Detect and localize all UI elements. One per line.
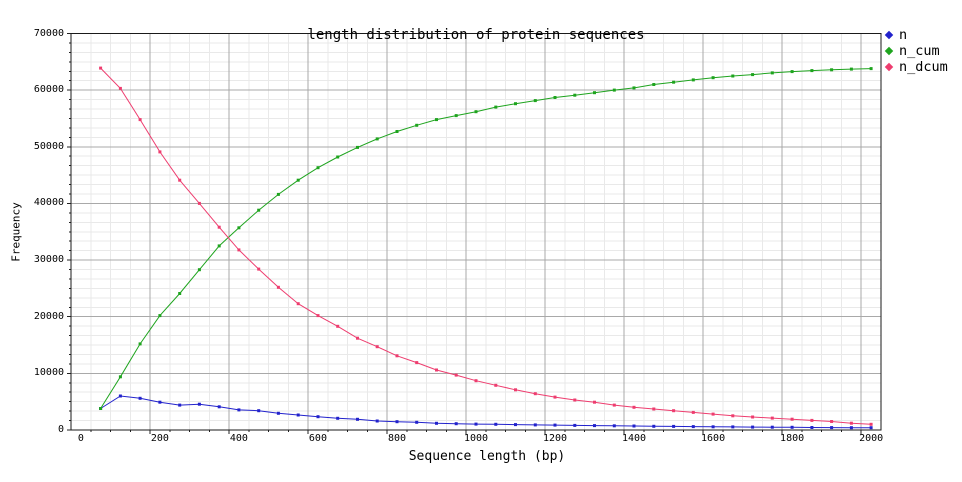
- x-axis-label: Sequence length (bp): [408, 449, 566, 464]
- legend: n n_cum n_dcum: [884, 27, 948, 75]
- y-tick-label: 30000: [33, 254, 64, 266]
- plot-border: [70, 33, 882, 431]
- x-tick-label: 1600: [701, 433, 726, 444]
- legend-marker-n-cum-icon: [884, 46, 894, 56]
- x-tick-label: 400: [229, 433, 248, 444]
- x-tick-label: 0: [77, 433, 84, 444]
- y-tick-label: 10000: [33, 367, 64, 379]
- x-tick-label: 1000: [463, 433, 489, 444]
- x-tick-label: 1200: [542, 433, 568, 444]
- y-tick-label: 40000: [33, 197, 64, 209]
- y-tick-label: 0: [57, 424, 64, 435]
- x-tick-label: 1400: [622, 433, 647, 444]
- y-tick-label: 70000: [33, 27, 64, 39]
- chart-title: length distribution of protein sequences: [307, 27, 645, 43]
- y-axis-label: Frequency: [9, 202, 23, 262]
- grid-minor: [71, 33, 881, 430]
- y-tick-label: 60000: [33, 84, 64, 96]
- legend-label-n: n: [899, 27, 908, 43]
- x-tick-label: 2000: [859, 433, 884, 444]
- series-n: [99, 394, 873, 430]
- series-n_dcum: [99, 66, 873, 426]
- axis-ticks: [67, 33, 862, 434]
- legend-label-n-cum: n_cum: [899, 43, 940, 59]
- x-tick-label: 1800: [780, 433, 805, 444]
- legend-marker-n-dcum-icon: [884, 62, 894, 72]
- y-tick-label: 50000: [33, 140, 64, 152]
- legend-item-n: n: [884, 27, 948, 43]
- x-tick-label: 800: [387, 433, 406, 444]
- legend-item-n-dcum: n_dcum: [884, 59, 948, 75]
- legend-marker-n-icon: [884, 30, 894, 40]
- legend-item-n-cum: n_cum: [884, 43, 948, 59]
- grid-major: [71, 33, 881, 430]
- y-tick-label: 20000: [33, 310, 64, 322]
- legend-label-n-dcum: n_dcum: [899, 59, 948, 75]
- series-n_cum: [99, 67, 873, 410]
- x-tick-label: 600: [308, 433, 327, 444]
- x-tick-label: 200: [150, 433, 169, 444]
